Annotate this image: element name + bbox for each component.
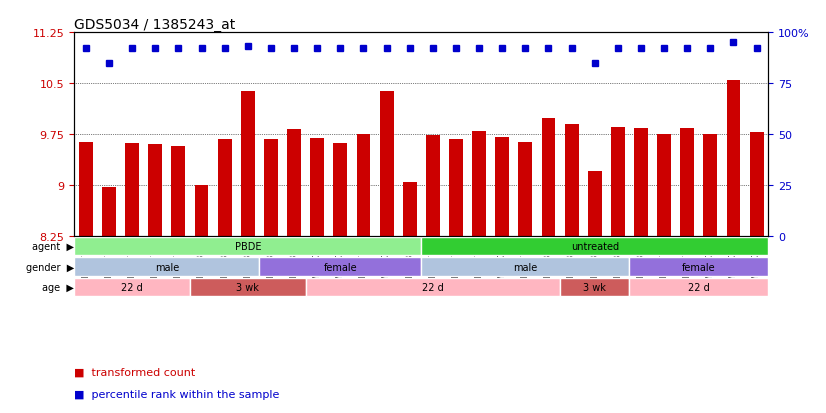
Bar bbox=[727, 81, 740, 236]
Bar bbox=[542, 119, 555, 236]
Bar bbox=[472, 131, 486, 236]
Text: 22 d: 22 d bbox=[121, 282, 143, 292]
FancyBboxPatch shape bbox=[421, 237, 768, 256]
Bar bbox=[195, 185, 208, 236]
Text: 3 wk: 3 wk bbox=[583, 282, 606, 292]
Text: male: male bbox=[513, 262, 538, 272]
Text: 22 d: 22 d bbox=[422, 282, 444, 292]
Bar bbox=[172, 147, 185, 236]
FancyBboxPatch shape bbox=[74, 258, 259, 276]
Bar bbox=[588, 172, 601, 236]
Text: female: female bbox=[682, 262, 715, 272]
Bar bbox=[519, 142, 532, 236]
FancyBboxPatch shape bbox=[421, 258, 629, 276]
Bar bbox=[218, 140, 231, 236]
FancyBboxPatch shape bbox=[629, 258, 768, 276]
Bar bbox=[657, 135, 671, 236]
Bar bbox=[102, 188, 116, 236]
Text: agent  ▶: agent ▶ bbox=[32, 242, 74, 252]
Text: PBDE: PBDE bbox=[235, 242, 261, 252]
Bar bbox=[311, 139, 324, 236]
Bar bbox=[264, 140, 278, 236]
Text: gender  ▶: gender ▶ bbox=[26, 262, 74, 272]
Bar bbox=[681, 128, 694, 236]
Bar bbox=[126, 143, 139, 236]
Bar bbox=[449, 140, 463, 236]
Text: untreated: untreated bbox=[571, 242, 619, 252]
Text: age  ▶: age ▶ bbox=[42, 282, 74, 292]
FancyBboxPatch shape bbox=[306, 278, 560, 297]
FancyBboxPatch shape bbox=[74, 278, 190, 297]
Bar bbox=[634, 128, 648, 236]
Text: female: female bbox=[324, 262, 357, 272]
Bar bbox=[79, 143, 93, 236]
Bar bbox=[287, 130, 301, 236]
Bar bbox=[403, 182, 416, 236]
Text: ■  transformed count: ■ transformed count bbox=[74, 367, 196, 377]
Bar bbox=[565, 125, 578, 236]
Bar bbox=[357, 135, 370, 236]
Text: GDS5034 / 1385243_at: GDS5034 / 1385243_at bbox=[74, 18, 235, 32]
FancyBboxPatch shape bbox=[74, 237, 421, 256]
FancyBboxPatch shape bbox=[259, 258, 421, 276]
Bar bbox=[611, 128, 624, 236]
Bar bbox=[380, 92, 393, 236]
Bar bbox=[149, 145, 162, 236]
Text: male: male bbox=[154, 262, 179, 272]
Bar bbox=[496, 138, 509, 236]
FancyBboxPatch shape bbox=[190, 278, 306, 297]
Bar bbox=[334, 143, 347, 236]
Text: ■  percentile rank within the sample: ■ percentile rank within the sample bbox=[74, 389, 280, 399]
FancyBboxPatch shape bbox=[560, 278, 629, 297]
Bar bbox=[750, 133, 763, 236]
Bar bbox=[704, 135, 717, 236]
Bar bbox=[241, 92, 254, 236]
Bar bbox=[426, 136, 439, 236]
Text: 3 wk: 3 wk bbox=[236, 282, 259, 292]
Text: 22 d: 22 d bbox=[688, 282, 710, 292]
FancyBboxPatch shape bbox=[629, 278, 768, 297]
